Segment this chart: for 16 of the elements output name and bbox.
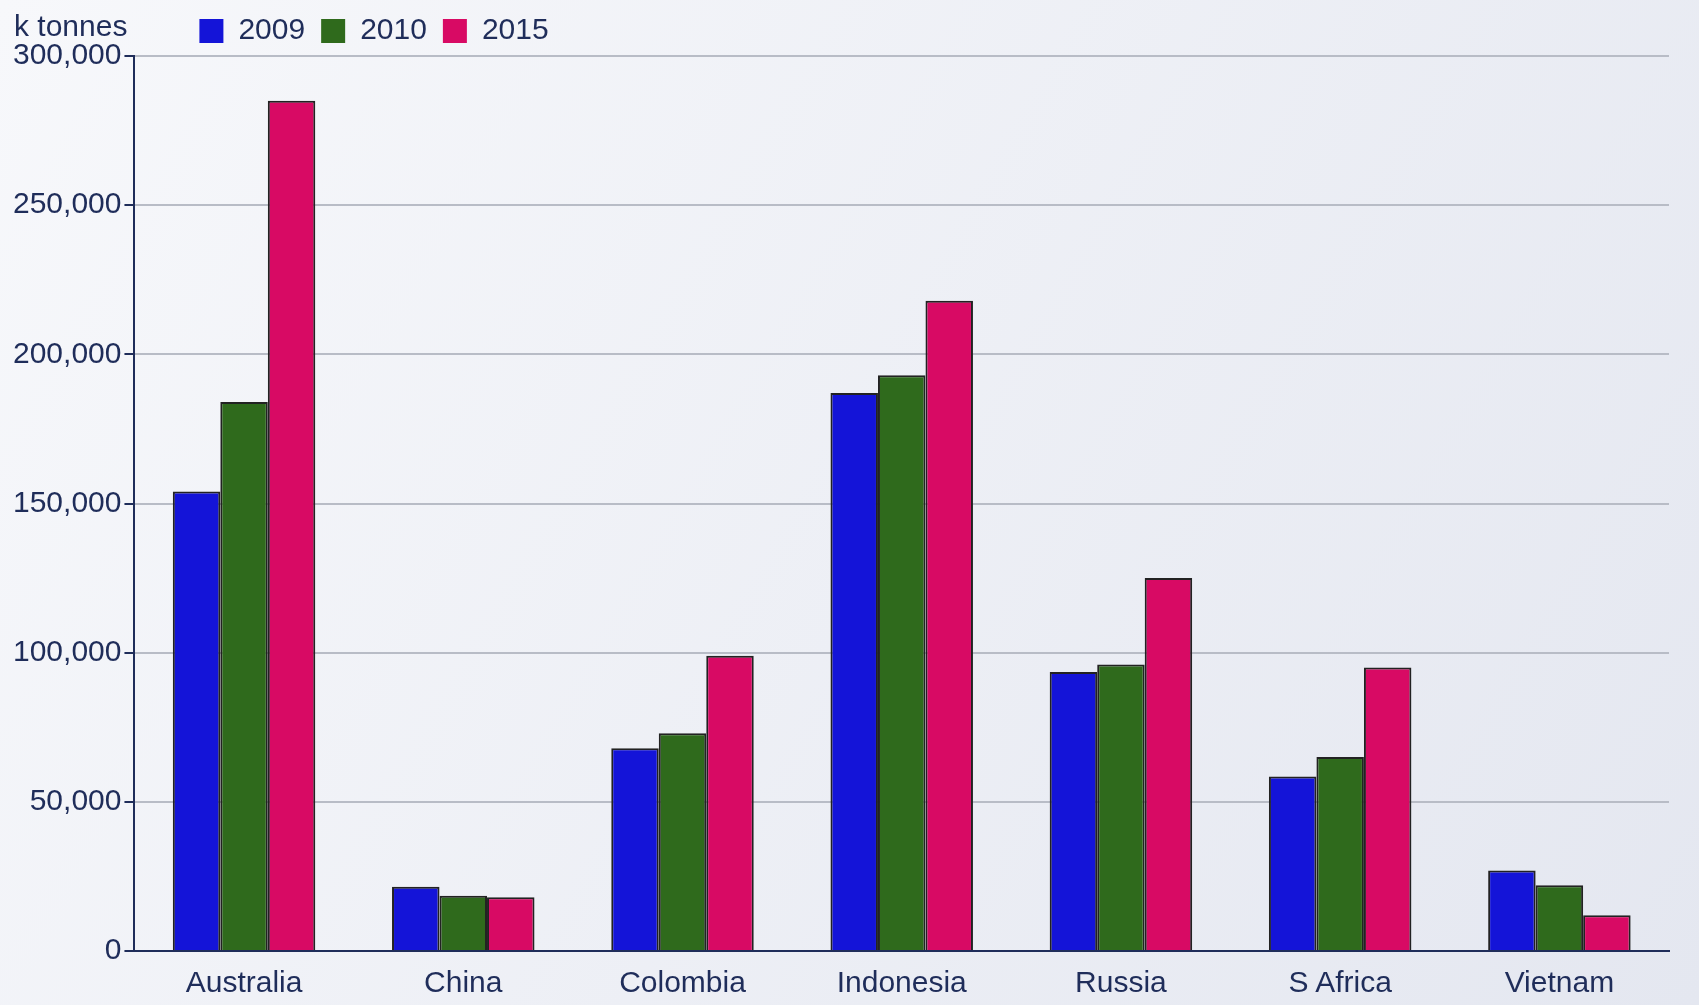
y-tick-label: 150,000 xyxy=(12,484,122,518)
legend-label: 2009 xyxy=(238,12,306,46)
y-tick-label: 250,000 xyxy=(12,186,122,220)
y-tick-label: 200,000 xyxy=(12,335,122,369)
x-tick-label: China xyxy=(424,965,503,999)
x-tick-label: Indonesia xyxy=(836,965,968,999)
y-tick-label: 0 xyxy=(104,932,122,966)
x-tick-label: Russia xyxy=(1075,965,1168,999)
x-tick-label: Australia xyxy=(185,965,303,999)
x-tick-label: S Africa xyxy=(1288,965,1393,999)
x-tick-label: Vietnam xyxy=(1504,965,1615,999)
legend-label: 2015 xyxy=(481,12,549,46)
y-tick-label: 100,000 xyxy=(12,633,122,667)
legend-label: 2010 xyxy=(360,12,427,46)
x-tick-label: Colombia xyxy=(619,965,747,999)
y-tick-label: 50,000 xyxy=(29,783,122,817)
